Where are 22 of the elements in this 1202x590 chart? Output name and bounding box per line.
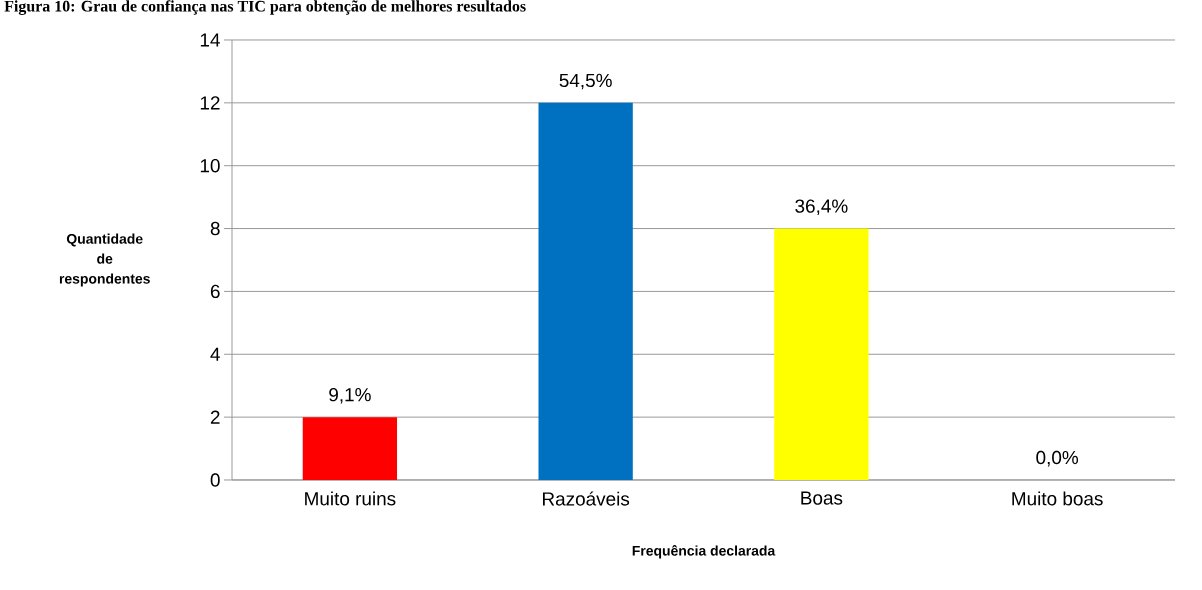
y-tick-label: 6 [210, 284, 220, 299]
x-axis-title: Frequência declarada [632, 545, 776, 559]
annotation: 36,4% [795, 199, 848, 216]
y-tick-label: 0 [210, 473, 220, 487]
annotation: 0,0% [1036, 450, 1079, 467]
chart-title: Figura 10: Grau de confiança nas TIC para obtenção de melhores resultados [4, 0, 526, 15]
x-tick-label: Muito boas [1012, 491, 1103, 506]
bar [302, 417, 398, 480]
x-tick-label: Muito ruins [305, 491, 396, 506]
annotation: 9,1% [329, 387, 371, 404]
y-tick-label: 2 [210, 410, 220, 424]
y-tick-label: 12 [200, 96, 220, 110]
bar [538, 102, 633, 480]
x-tick-label: Boas [801, 491, 843, 505]
y-tick-label: 14 [200, 33, 220, 47]
y-tick-label: 8 [210, 221, 220, 236]
y-axis-title: Quantidade de respondentes [59, 233, 150, 287]
bar [774, 228, 869, 480]
x-tick-label: Razoáveis [542, 491, 630, 506]
y-tick-label: 10 [200, 159, 220, 173]
annotation: 54,5% [559, 73, 612, 90]
y-tick-label: 4 [210, 347, 220, 361]
